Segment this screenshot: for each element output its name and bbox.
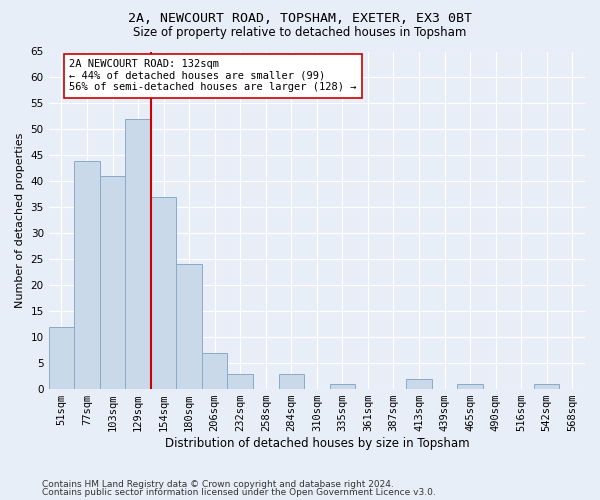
Text: 2A NEWCOURT ROAD: 132sqm
← 44% of detached houses are smaller (99)
56% of semi-d: 2A NEWCOURT ROAD: 132sqm ← 44% of detach…: [69, 60, 356, 92]
Bar: [278, 374, 304, 389]
Text: 2A, NEWCOURT ROAD, TOPSHAM, EXETER, EX3 0BT: 2A, NEWCOURT ROAD, TOPSHAM, EXETER, EX3 …: [128, 12, 472, 26]
Bar: [49, 327, 74, 389]
X-axis label: Distribution of detached houses by size in Topsham: Distribution of detached houses by size …: [164, 437, 469, 450]
Bar: [151, 197, 176, 389]
Bar: [125, 119, 151, 389]
Y-axis label: Number of detached properties: Number of detached properties: [15, 132, 25, 308]
Bar: [176, 264, 202, 389]
Bar: [534, 384, 559, 389]
Bar: [406, 378, 432, 389]
Text: Contains public sector information licensed under the Open Government Licence v3: Contains public sector information licen…: [42, 488, 436, 497]
Bar: [329, 384, 355, 389]
Bar: [227, 374, 253, 389]
Bar: [457, 384, 483, 389]
Text: Size of property relative to detached houses in Topsham: Size of property relative to detached ho…: [133, 26, 467, 39]
Text: Contains HM Land Registry data © Crown copyright and database right 2024.: Contains HM Land Registry data © Crown c…: [42, 480, 394, 489]
Bar: [100, 176, 125, 389]
Bar: [202, 352, 227, 389]
Bar: [74, 160, 100, 389]
